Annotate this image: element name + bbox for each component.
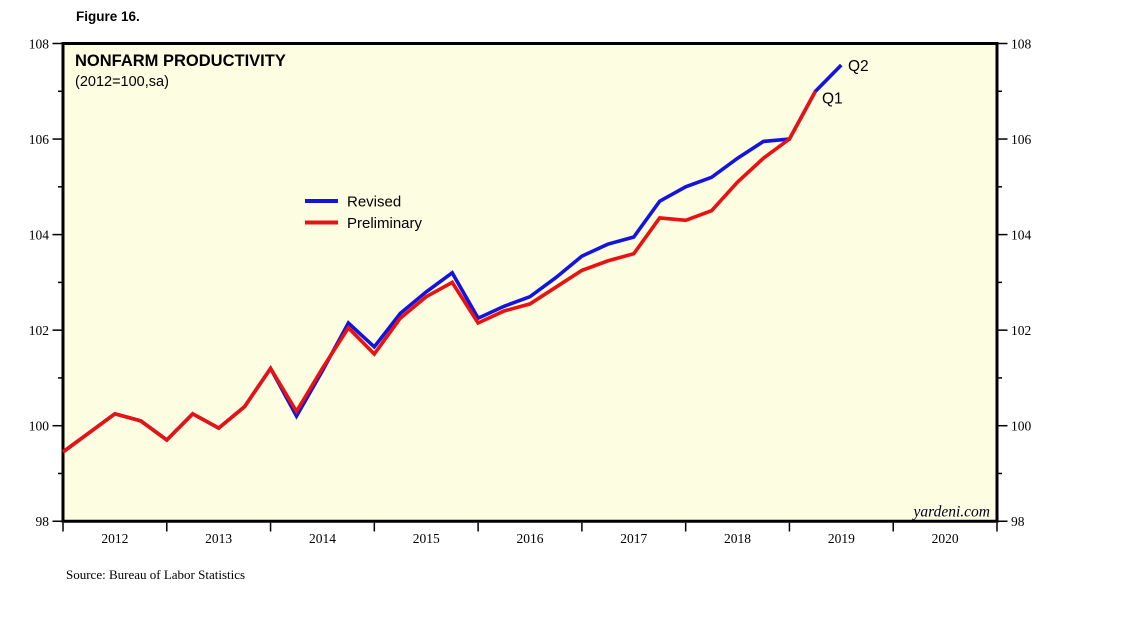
y-axis-label-left: 108	[29, 36, 50, 51]
y-axis-label-right: 106	[1011, 132, 1032, 147]
x-axis-label: 2013	[205, 531, 232, 546]
y-axis-label-right: 100	[1011, 419, 1032, 434]
x-axis-label: 2019	[828, 531, 855, 546]
x-axis-label: 2018	[724, 531, 751, 546]
watermark-text: yardeni.com	[912, 504, 990, 521]
y-axis-label-left: 100	[29, 419, 50, 434]
x-axis-label: 2012	[101, 531, 128, 546]
x-axis-label: 2017	[620, 531, 647, 546]
y-axis-label-left: 102	[29, 323, 49, 338]
y-axis-label-left: 104	[29, 227, 50, 242]
legend-label-preliminary: Preliminary	[347, 215, 423, 232]
y-axis-label-left: 98	[36, 514, 50, 529]
figure-number-label: Figure 16.	[76, 9, 140, 24]
end-label-q1: Q1	[822, 91, 843, 108]
y-axis-label-right: 104	[1011, 227, 1032, 242]
series-line-preliminary	[61, 90, 817, 454]
legend-label-revised: Revised	[347, 194, 401, 211]
x-axis-label: 2020	[932, 531, 959, 546]
x-axis-label: 2014	[309, 531, 336, 546]
y-axis-label-left: 106	[29, 132, 50, 147]
x-axis-label: 2015	[413, 531, 440, 546]
axis-ticks-layer	[52, 42, 1008, 532]
legend: Revised Preliminary	[305, 194, 423, 232]
axis-labels-layer: 98 98 100 100 102 102 104 104 106 106 108 108 2012 20…	[29, 36, 1032, 546]
chart-subtitle: (2012=100,sa)	[75, 74, 169, 90]
y-axis-label-right: 108	[1011, 36, 1032, 51]
plot-area	[61, 42, 999, 523]
source-note: Source: Bureau of Labor Statistics	[66, 567, 245, 582]
y-axis-label-right: 98	[1011, 514, 1025, 529]
y-axis-label-right: 102	[1011, 323, 1031, 338]
series-layer	[61, 63, 843, 454]
chart-title: NONFARM PRODUCTIVITY	[75, 52, 286, 70]
x-axis-label: 2016	[517, 531, 544, 546]
end-label-q2: Q2	[848, 58, 869, 75]
